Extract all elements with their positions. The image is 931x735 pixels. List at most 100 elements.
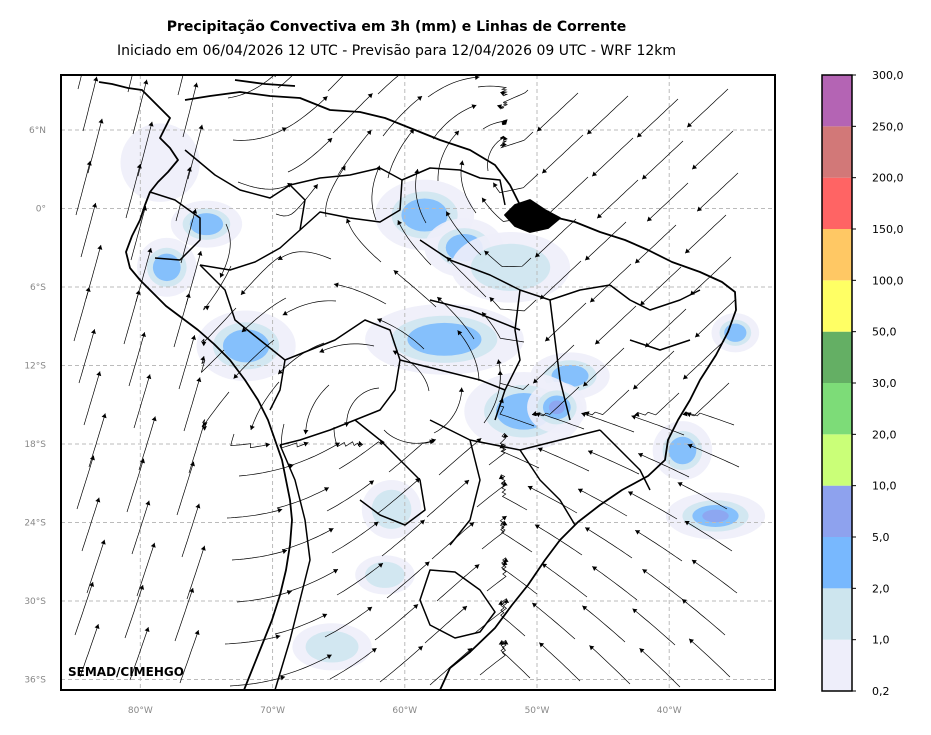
precip-halo — [120, 123, 200, 202]
streamline — [584, 527, 633, 559]
streamline-arrow — [429, 439, 435, 445]
streamline — [277, 251, 332, 261]
streamline-arrow — [489, 297, 495, 303]
streamline-arrow — [577, 488, 583, 494]
streamline — [627, 491, 678, 520]
streamline — [275, 184, 319, 217]
streamline-arrow — [240, 289, 246, 295]
streamline — [174, 587, 194, 642]
streamline — [541, 134, 584, 174]
lat-tick-label: 18°S — [24, 440, 46, 450]
streamline-arrow — [367, 93, 373, 99]
colorbar-label: 20,0 — [872, 428, 897, 441]
streamline-arrow — [346, 218, 351, 224]
ecuador-border — [149, 191, 201, 261]
streamline — [500, 131, 534, 149]
streamline-arrow — [90, 329, 96, 335]
streamline-arrow — [502, 560, 508, 565]
streamline-arrow — [503, 598, 510, 603]
streamline-arrow — [188, 41, 193, 46]
streamline — [76, 455, 95, 510]
streamline — [126, 458, 145, 513]
streamline-arrow — [474, 564, 480, 570]
lat-tick-label: 0° — [36, 204, 46, 214]
streamline-arrow — [587, 129, 593, 135]
streamline-arrow — [581, 412, 587, 417]
streamline — [427, 76, 480, 98]
streamline-arrow — [85, 287, 91, 292]
streamline — [250, 381, 280, 431]
streamline-arrow — [640, 300, 646, 306]
lon-tick-label: 80°W — [128, 706, 153, 716]
streamline-arrow — [683, 374, 689, 380]
streamline-arrow — [151, 416, 157, 422]
streamline-arrow — [146, 374, 152, 380]
streamline — [433, 387, 463, 434]
streamline-arrow — [585, 527, 591, 532]
streamline-arrow — [457, 330, 463, 336]
streamline-arrow — [424, 561, 430, 567]
streamline-arrow — [313, 184, 318, 190]
streamline — [684, 214, 727, 254]
streamline-arrow — [542, 563, 548, 569]
streamline — [338, 441, 385, 470]
streamline-arrow — [689, 638, 694, 644]
streamline-arrow — [89, 455, 95, 461]
map-title: Precipitação Convectiva em 3h (mm) e Lin… — [166, 19, 627, 35]
streamline — [383, 429, 437, 444]
streamline-arrow — [397, 220, 403, 226]
streamline-arrow — [190, 461, 195, 467]
streamline-arrow — [361, 50, 366, 55]
streamline — [336, 562, 384, 596]
streamline-arrow — [527, 485, 533, 491]
streamline-arrow — [333, 282, 339, 288]
streamline — [531, 602, 576, 640]
streamline-arrow — [633, 384, 639, 390]
streamline — [438, 438, 482, 476]
colorbar-label: 200,0 — [872, 172, 904, 185]
streamline — [179, 629, 199, 684]
map-subtitle: Iniciado em 06/04/2026 12 UTC - Previsão… — [116, 43, 677, 59]
streamline — [681, 598, 726, 636]
bolivia-border — [279, 319, 401, 446]
streamline-arrow — [590, 297, 596, 303]
precip-cell — [668, 436, 697, 465]
streamline-arrow — [185, 293, 191, 298]
amazon-delta — [504, 199, 561, 233]
streamline-arrow — [93, 76, 99, 82]
streamline-arrow — [692, 164, 698, 170]
streamline-arrow — [539, 642, 545, 648]
south-america-coastline — [98, 81, 293, 690]
streamline-arrow — [150, 542, 156, 548]
streamline — [415, 168, 427, 224]
streamline — [81, 497, 100, 552]
streamline — [534, 218, 577, 258]
streamline — [124, 584, 144, 639]
streamline-arrow — [198, 124, 204, 130]
streamline-arrow — [502, 521, 508, 526]
streamline — [288, 442, 340, 467]
streamline — [594, 305, 637, 345]
streamline-arrow — [462, 605, 468, 611]
streamline — [587, 450, 640, 475]
streamline-arrow — [474, 75, 480, 81]
streamline-arrow — [377, 318, 383, 323]
streamline-arrow — [498, 640, 504, 645]
streamline — [646, 182, 689, 222]
streamline — [125, 163, 141, 219]
streamline-arrow — [282, 310, 288, 316]
colorbar-segment — [822, 434, 852, 486]
streamline-arrow — [503, 136, 508, 142]
streamline-arrow — [684, 520, 690, 526]
streamline — [229, 676, 286, 687]
streamline — [236, 590, 292, 603]
streamline — [277, 342, 325, 375]
streamline — [127, 75, 133, 93]
streamline-arrow — [597, 213, 603, 219]
streamline — [387, 128, 415, 179]
streamline — [86, 539, 105, 594]
streamline — [73, 287, 90, 342]
streamline-arrow — [687, 443, 693, 449]
streamline-arrow — [502, 481, 508, 486]
streamline — [279, 654, 332, 677]
